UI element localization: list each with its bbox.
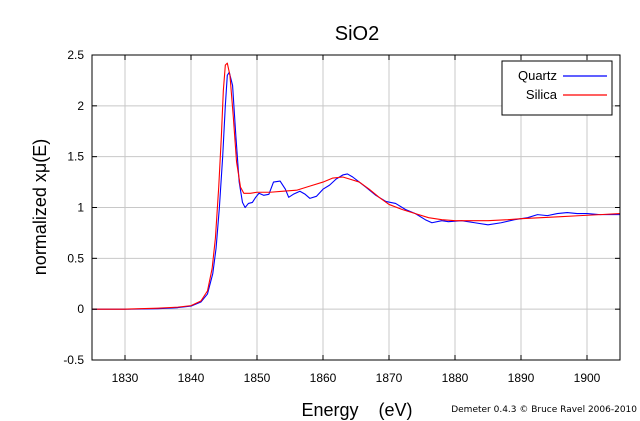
y-tick-label: -0.5 <box>63 353 84 367</box>
x-tick-label: 1830 <box>112 371 139 385</box>
y-axis-label: normalized xμ(E) <box>30 139 50 275</box>
x-tick-label: 1860 <box>310 371 337 385</box>
x-tick-label: 1850 <box>244 371 271 385</box>
y-tick-label: 2 <box>77 99 84 113</box>
axis-ticks: 1830 1840 1850 1860 1870 1880 1890 1900 -0.5 0 0.5… <box>63 48 620 385</box>
legend-label-quartz: Quartz <box>518 68 557 83</box>
x-tick-label: 1890 <box>508 371 535 385</box>
y-tick-label: 2.5 <box>67 48 84 62</box>
x-tick-label: 1870 <box>376 371 403 385</box>
series-lines <box>92 62 621 310</box>
credit-text: Demeter 0.4.3 © Bruce Ravel 2006-2010 <box>451 405 637 415</box>
series-line-quartz <box>92 71 620 310</box>
x-tick-label: 1880 <box>442 371 469 385</box>
y-tick-label: 1 <box>77 201 84 215</box>
y-tick-label: 1.5 <box>67 150 84 164</box>
x-axis-label: Energy (eV) <box>301 400 412 420</box>
y-tick-label: 0 <box>77 302 84 316</box>
legend-box <box>501 60 613 116</box>
x-tick-label: 1900 <box>574 371 601 385</box>
y-tick-label: 0.5 <box>67 251 84 265</box>
x-tick-label: 1840 <box>178 371 205 385</box>
series-line-silica <box>92 62 621 310</box>
chart-title: SiO2 <box>335 23 379 45</box>
legend: Quartz Silica <box>501 60 613 116</box>
legend-label-silica: Silica <box>526 87 558 102</box>
